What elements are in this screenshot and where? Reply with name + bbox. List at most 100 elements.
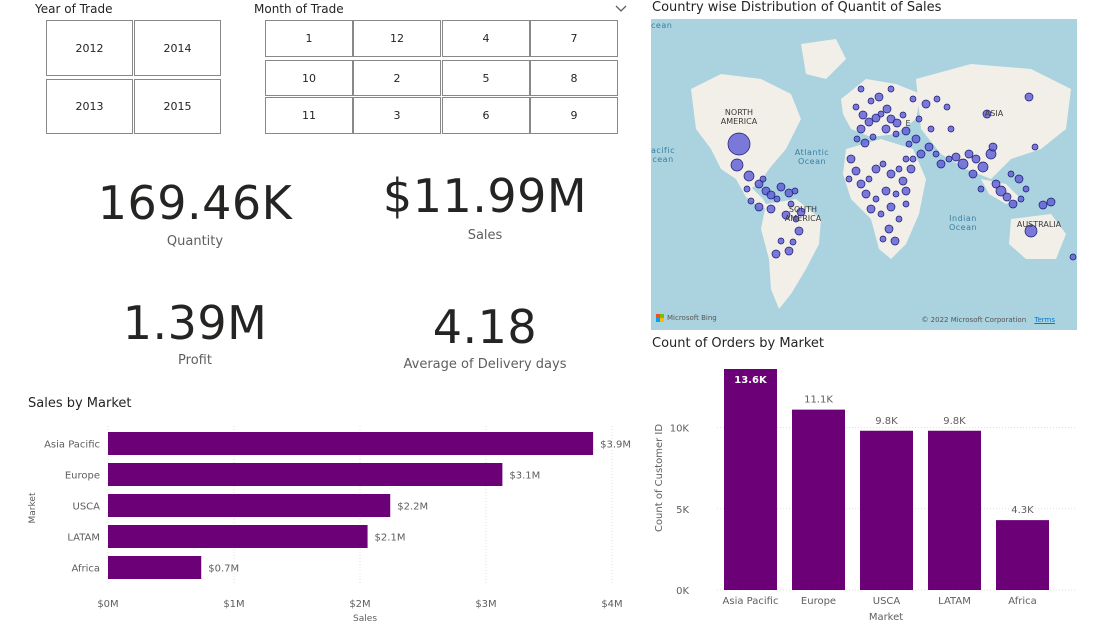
map-bubble[interactable] — [945, 155, 953, 163]
map-bubble[interactable] — [743, 170, 755, 182]
bar-europe[interactable] — [792, 409, 845, 590]
map-bubble[interactable] — [947, 125, 955, 133]
map-bubble[interactable] — [988, 142, 998, 152]
map-bubble[interactable] — [747, 197, 755, 205]
map-bubble[interactable] — [906, 164, 916, 174]
map-bubble[interactable] — [727, 132, 751, 156]
map-bubble[interactable] — [858, 110, 868, 120]
map-bubble[interactable] — [892, 190, 900, 198]
map-bubble[interactable] — [887, 85, 895, 93]
map-bubble[interactable] — [1007, 170, 1015, 178]
year-option-2012[interactable]: 2012 — [46, 20, 133, 76]
map-bubble[interactable] — [879, 160, 887, 168]
map-bubble[interactable] — [933, 95, 941, 103]
map-bubble[interactable] — [857, 85, 865, 93]
map-bubble[interactable] — [791, 187, 799, 195]
bar-asia-pacific[interactable] — [724, 369, 777, 590]
month-option-1[interactable]: 1 — [265, 20, 353, 57]
map-bubble[interactable] — [995, 185, 1007, 197]
map-bubble[interactable] — [796, 207, 806, 217]
map-bubble[interactable] — [951, 152, 961, 162]
map-bubble[interactable] — [861, 189, 871, 199]
map-bubble[interactable] — [991, 179, 1001, 189]
map-bubble[interactable] — [890, 236, 900, 246]
map-bubble[interactable] — [915, 115, 923, 123]
map-bubble[interactable] — [846, 154, 856, 164]
bar-asia-pacific[interactable] — [108, 432, 594, 455]
map-bubble[interactable] — [1031, 143, 1039, 151]
month-option-3[interactable]: 3 — [353, 97, 441, 134]
map-bubble[interactable] — [1002, 192, 1012, 202]
map-bubble[interactable] — [781, 210, 791, 220]
month-option-7[interactable]: 7 — [530, 20, 618, 57]
map-bubble[interactable] — [874, 92, 884, 102]
map-bubble[interactable] — [977, 185, 985, 193]
map-bubble[interactable] — [892, 130, 900, 138]
month-option-6[interactable]: 6 — [442, 97, 530, 134]
map-bubble[interactable] — [794, 226, 804, 236]
map-bubble[interactable] — [759, 175, 767, 183]
map-bubble[interactable] — [852, 103, 860, 111]
map-bubble[interactable] — [743, 185, 751, 193]
month-option-9[interactable]: 9 — [530, 97, 618, 134]
map-bubble[interactable] — [971, 154, 981, 164]
bar-latam[interactable] — [108, 525, 368, 548]
bar-europe[interactable] — [108, 463, 503, 486]
map-bubble[interactable] — [754, 202, 764, 212]
quantity-map[interactable]: NORTH AMERICA E SOUTH AMERICA ASIA AUSTR… — [651, 19, 1077, 330]
map-bubble[interactable] — [1008, 199, 1018, 209]
year-option-2015[interactable]: 2015 — [134, 79, 221, 134]
map-bubble[interactable] — [902, 200, 910, 208]
bar-usca[interactable] — [108, 494, 391, 517]
map-bubble[interactable] — [924, 142, 934, 152]
map-bubble[interactable] — [886, 169, 896, 179]
map-bubble[interactable] — [851, 166, 861, 176]
chevron-down-icon[interactable] — [614, 3, 628, 15]
year-option-2014[interactable]: 2014 — [134, 20, 221, 76]
map-bubble[interactable] — [901, 126, 911, 136]
map-bubble[interactable] — [1017, 195, 1025, 203]
map-bubble[interactable] — [1046, 197, 1056, 207]
map-bubble[interactable] — [1014, 174, 1024, 184]
map-bubble[interactable] — [1022, 185, 1030, 193]
map-bubble[interactable] — [943, 103, 951, 111]
bar-latam[interactable] — [928, 430, 981, 590]
map-bubble[interactable] — [932, 150, 940, 158]
map-bubble[interactable] — [789, 238, 797, 246]
map-bubble[interactable] — [909, 155, 917, 163]
map-bubble[interactable] — [766, 190, 776, 200]
map-bubble[interactable] — [792, 215, 800, 223]
map-bubble[interactable] — [853, 135, 861, 143]
map-bubble[interactable] — [1024, 92, 1034, 102]
map-bubble[interactable] — [867, 97, 875, 105]
map-bubble[interactable] — [865, 175, 873, 183]
map-bubble[interactable] — [871, 113, 881, 123]
map-bubble[interactable] — [911, 134, 921, 144]
bar-africa[interactable] — [996, 520, 1049, 590]
month-option-10[interactable]: 10 — [265, 60, 353, 96]
map-bubble[interactable] — [856, 179, 866, 189]
bar-africa[interactable] — [108, 556, 202, 579]
map-bubble[interactable] — [871, 164, 881, 174]
map-bubble[interactable] — [864, 117, 874, 127]
map-bubble[interactable] — [884, 224, 894, 234]
map-bubble[interactable] — [892, 118, 902, 128]
map-bubble[interactable] — [886, 202, 896, 212]
map-bubble[interactable] — [1038, 200, 1048, 210]
map-bubble[interactable] — [777, 237, 785, 245]
map-terms-link[interactable]: Terms — [1034, 316, 1055, 324]
map-bubble[interactable] — [977, 161, 989, 173]
map-bubble[interactable] — [886, 114, 896, 124]
map-bubble[interactable] — [784, 246, 794, 256]
map-bubble[interactable] — [936, 159, 946, 169]
month-option-8[interactable]: 8 — [530, 60, 618, 96]
map-bubble[interactable] — [773, 195, 781, 203]
map-bubble[interactable] — [766, 204, 776, 214]
map-bubble[interactable] — [898, 176, 908, 186]
month-option-4[interactable]: 4 — [442, 20, 530, 57]
map-bubble[interactable] — [845, 175, 853, 183]
map-bubble[interactable] — [964, 149, 974, 159]
month-option-12[interactable]: 12 — [353, 20, 441, 57]
map-bubble[interactable] — [1024, 224, 1038, 238]
map-bubble[interactable] — [869, 133, 877, 141]
